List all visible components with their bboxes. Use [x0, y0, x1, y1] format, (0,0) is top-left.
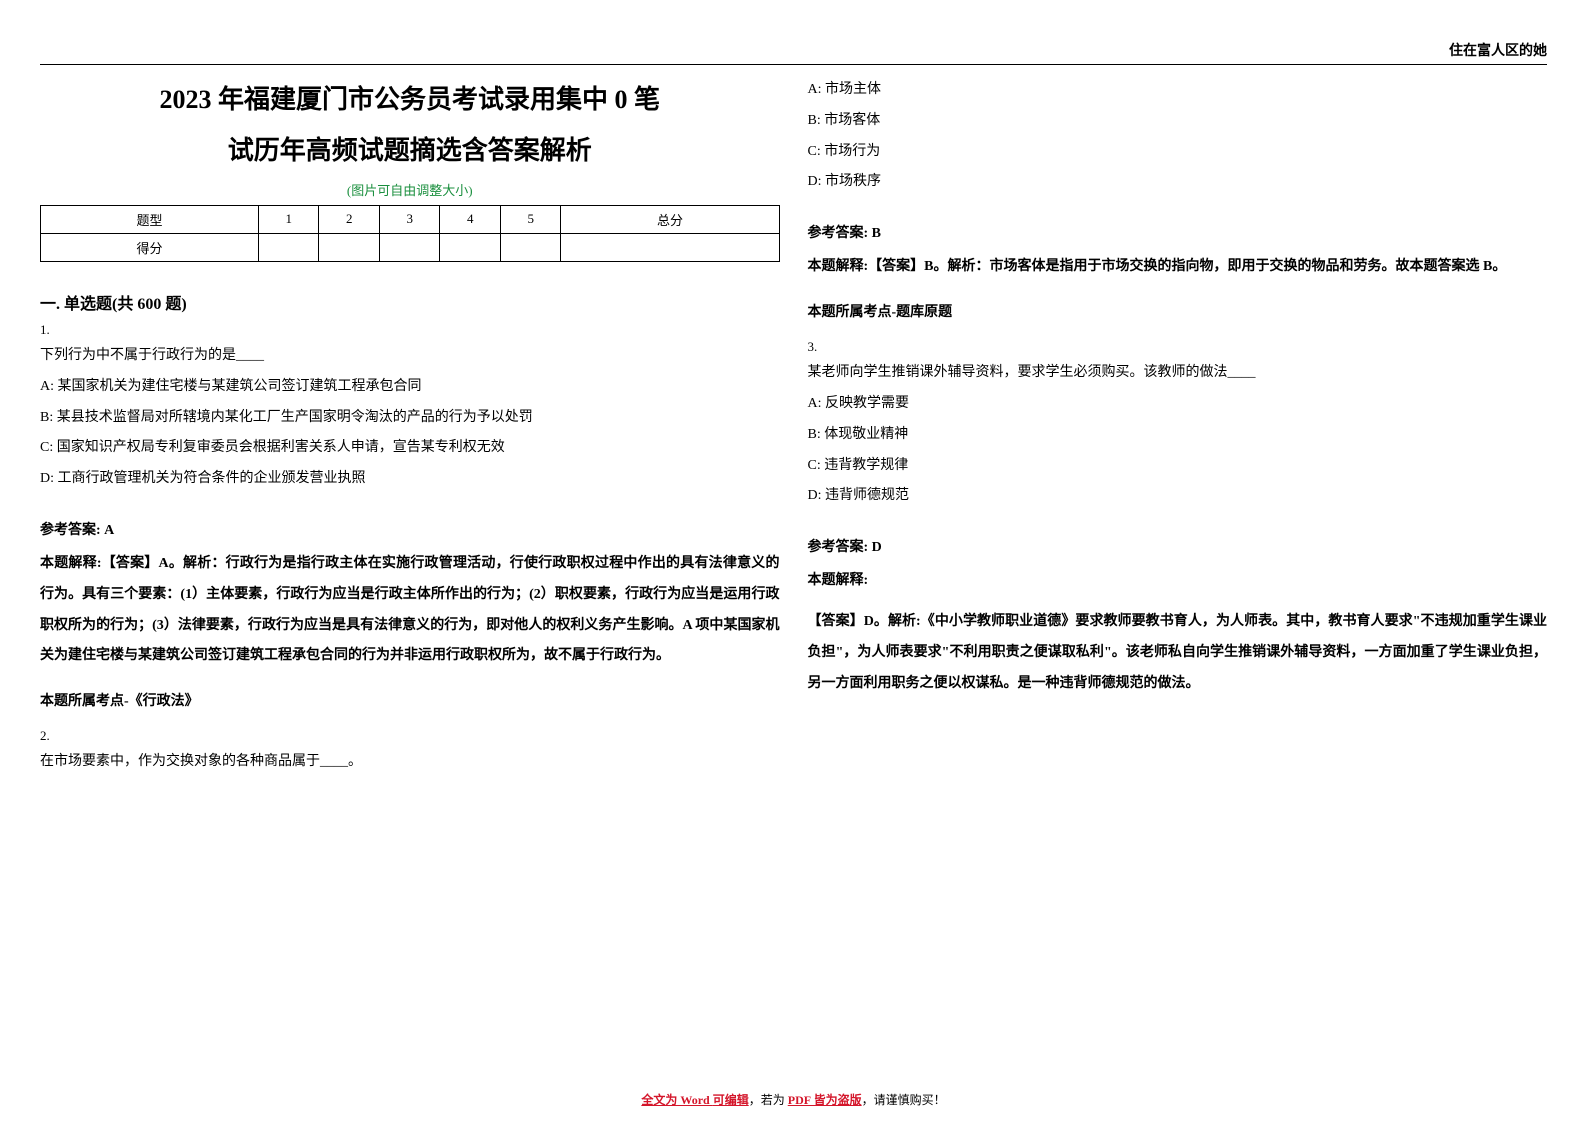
- td-label: 得分: [41, 233, 259, 261]
- th-3: 3: [379, 205, 440, 233]
- q2-option-a: A: 市场主体: [808, 75, 1548, 106]
- footer-p2: 可编辑: [713, 1093, 749, 1107]
- th-2: 2: [319, 205, 380, 233]
- two-column-layout: 2023 年福建厦门市公务员考试录用集中 0 笔 试历年高频试题摘选含答案解析 …: [40, 75, 1547, 778]
- q2-option-b: B: 市场客体: [808, 106, 1548, 137]
- footer-p1: 全文为 Word: [641, 1093, 712, 1107]
- td-4: [440, 233, 501, 261]
- q1-number: 1.: [40, 322, 780, 338]
- doc-title-line1: 2023 年福建厦门市公务员考试录用集中 0 笔: [40, 75, 780, 124]
- td-3: [379, 233, 440, 261]
- q3-answer: 参考答案: D: [808, 536, 1548, 556]
- q3-option-c: C: 违背教学规律: [808, 451, 1548, 482]
- q3-option-b: B: 体现敬业精神: [808, 420, 1548, 451]
- td-total: [561, 233, 779, 261]
- footer-p4: PDF 皆为盗版: [788, 1093, 862, 1107]
- sub-note: (图片可自由调整大小): [40, 180, 780, 199]
- td-1: [258, 233, 319, 261]
- q1-answer: 参考答案: A: [40, 519, 780, 539]
- q1-option-a: A: 某国家机关为建住宅楼与某建筑公司签订建筑工程承包合同: [40, 372, 780, 403]
- q3-explain: 【答案】D。解析:《中小学教师职业道德》要求教师要教书育人，为人师表。其中，教书…: [808, 607, 1548, 699]
- q1-knowledge-point: 本题所属考点-《行政法》: [40, 690, 780, 710]
- th-type: 题型: [41, 205, 259, 233]
- footer-p3: ，若为: [749, 1093, 788, 1107]
- left-column: 2023 年福建厦门市公务员考试录用集中 0 笔 试历年高频试题摘选含答案解析 …: [40, 75, 780, 778]
- q3-option-d: D: 违背师德规范: [808, 481, 1548, 512]
- q2-number: 2.: [40, 728, 780, 744]
- q2-answer: 参考答案: B: [808, 222, 1548, 242]
- q3-option-a: A: 反映教学需要: [808, 389, 1548, 420]
- q1-stem: 下列行为中不属于行政行为的是____: [40, 342, 780, 370]
- doc-title-line2: 试历年高频试题摘选含答案解析: [40, 126, 780, 175]
- td-2: [319, 233, 380, 261]
- score-table-header-row: 题型 1 2 3 4 5 总分: [41, 205, 780, 233]
- right-column: A: 市场主体 B: 市场客体 C: 市场行为 D: 市场秩序 参考答案: B …: [808, 75, 1548, 778]
- q3-number: 3.: [808, 339, 1548, 355]
- q2-explain: 本题解释:【答案】B。解析：市场客体是指用于市场交换的指向物，即用于交换的物品和…: [808, 252, 1548, 283]
- q3-explain-label: 本题解释:: [808, 566, 1548, 597]
- section-title: 一. 单选题(共 600 题): [40, 290, 780, 314]
- q3-stem: 某老师向学生推销课外辅导资料，要求学生必须购买。该教师的做法____: [808, 359, 1548, 387]
- footer-note: 全文为 Word 可编辑，若为 PDF 皆为盗版，请谨慎购买！: [0, 1091, 1587, 1108]
- score-table-score-row: 得分: [41, 233, 780, 261]
- q1-option-b: B: 某县技术监督局对所辖境内某化工厂生产国家明令淘汰的产品的行为予以处罚: [40, 403, 780, 434]
- q2-option-d: D: 市场秩序: [808, 167, 1548, 198]
- th-total: 总分: [561, 205, 779, 233]
- footer-p5: ，请谨慎购买！: [862, 1093, 946, 1107]
- header-right-text: 住在富人区的她: [40, 40, 1547, 65]
- th-4: 4: [440, 205, 501, 233]
- q2-stem: 在市场要素中，作为交换对象的各种商品属于____。: [40, 748, 780, 776]
- td-5: [500, 233, 561, 261]
- score-table: 题型 1 2 3 4 5 总分 得分: [40, 205, 780, 262]
- th-1: 1: [258, 205, 319, 233]
- q1-option-c: C: 国家知识产权局专利复审委员会根据利害关系人申请，宣告某专利权无效: [40, 433, 780, 464]
- page-container: 住在富人区的她 2023 年福建厦门市公务员考试录用集中 0 笔 试历年高频试题…: [0, 0, 1587, 778]
- q1-option-d: D: 工商行政管理机关为符合条件的企业颁发营业执照: [40, 464, 780, 495]
- q2-option-c: C: 市场行为: [808, 137, 1548, 168]
- q1-explain: 本题解释:【答案】A。解析：行政行为是指行政主体在实施行政管理活动，行使行政职权…: [40, 549, 780, 672]
- q2-knowledge-point: 本题所属考点-题库原题: [808, 301, 1548, 321]
- th-5: 5: [500, 205, 561, 233]
